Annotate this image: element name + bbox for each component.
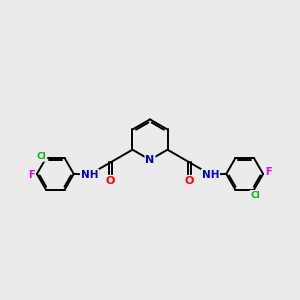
Text: O: O <box>106 176 115 186</box>
Text: Cl: Cl <box>37 152 46 161</box>
Text: NH: NH <box>202 169 219 179</box>
Text: O: O <box>185 176 194 186</box>
Text: N: N <box>146 155 154 165</box>
Text: F: F <box>28 170 35 180</box>
Text: Cl: Cl <box>250 191 260 200</box>
Text: F: F <box>265 167 272 177</box>
Text: NH: NH <box>81 169 98 179</box>
